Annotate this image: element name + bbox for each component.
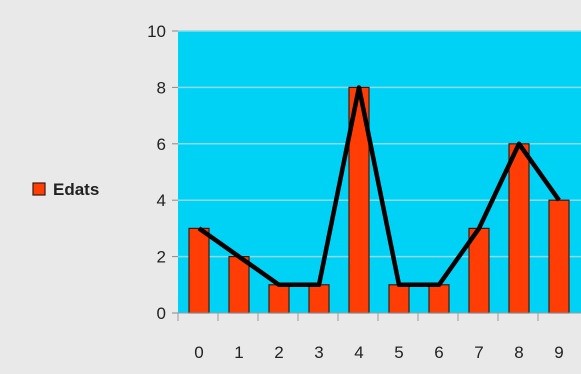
x-tick-label: 3 bbox=[314, 343, 323, 362]
y-tick-label: 10 bbox=[147, 22, 166, 41]
bar bbox=[428, 284, 450, 314]
x-tick-label: 9 bbox=[554, 343, 563, 362]
legend-swatch bbox=[32, 182, 46, 196]
bar bbox=[388, 284, 410, 314]
legend-label: Edats bbox=[53, 180, 99, 199]
x-tick-label: 7 bbox=[474, 343, 483, 362]
bar bbox=[308, 284, 330, 314]
x-tick-label: 4 bbox=[354, 343, 363, 362]
x-tick-label: 6 bbox=[434, 343, 443, 362]
x-tick-label: 2 bbox=[274, 343, 283, 362]
bar bbox=[508, 143, 530, 314]
y-tick-label: 6 bbox=[157, 135, 166, 154]
bar bbox=[188, 227, 210, 314]
y-tick-label: 0 bbox=[157, 304, 166, 323]
bar bbox=[268, 284, 290, 314]
legend: Edats bbox=[32, 180, 99, 199]
x-tick-label: 0 bbox=[194, 343, 203, 362]
y-tick-label: 8 bbox=[157, 78, 166, 97]
y-axis-ticks: 0 2 4 6 8 10 bbox=[147, 22, 178, 323]
bar bbox=[228, 256, 250, 314]
series-line bbox=[197, 85, 561, 288]
y-tick-label: 2 bbox=[157, 248, 166, 267]
x-axis-ticks: 0 1 2 3 4 5 6 7 8 9 bbox=[177, 313, 564, 362]
y-tick-label: 4 bbox=[157, 191, 166, 210]
x-tick-label: 8 bbox=[514, 343, 523, 362]
bar bbox=[548, 199, 570, 314]
x-tick-label: 5 bbox=[394, 343, 403, 362]
x-tick-label: 1 bbox=[234, 343, 243, 362]
